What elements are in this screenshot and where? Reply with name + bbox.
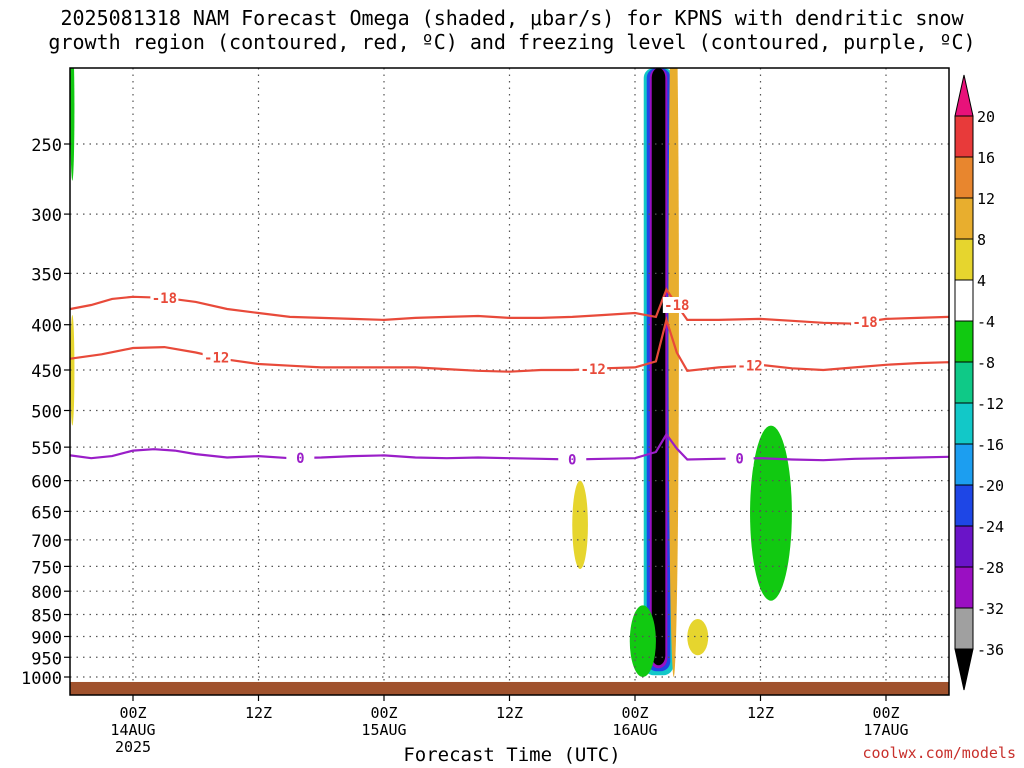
colorbar-swatch (954, 279, 974, 322)
ground-surface (70, 681, 949, 695)
colorbar-swatch (954, 361, 974, 404)
omega-shaded-region (687, 619, 709, 656)
omega-strong-ascent-column (651, 68, 666, 666)
y-tick-label: 950 (31, 649, 62, 669)
contour-label: 0 (568, 453, 576, 469)
colorbar-label: 12 (977, 190, 995, 208)
colorbar-label: -8 (977, 354, 995, 372)
colorbar-label: -36 (977, 641, 1004, 659)
y-tick-label: 600 (31, 473, 62, 493)
y-tick-label: 800 (31, 583, 62, 603)
omega-shaded-region (1009, 610, 1013, 657)
y-tick-label: 850 (31, 607, 62, 627)
y-tick-label: 300 (31, 206, 62, 226)
y-tick-label: 1000 (21, 669, 62, 689)
contour-label: -18 (852, 315, 877, 331)
omega-shaded-region (629, 605, 656, 677)
x-tick-label: 00Z (872, 704, 899, 722)
colorbar-swatch (954, 197, 974, 240)
colorbar-swatch (954, 238, 974, 281)
contour-label: 0 (735, 452, 743, 468)
colorbar-bottom-triangle (954, 648, 974, 691)
y-tick-label: 250 (31, 136, 62, 156)
contour-label-bg (286, 449, 315, 466)
y-tick-label: 400 (31, 317, 62, 337)
y-tick-label: 700 (31, 532, 62, 552)
x-tick-date: 14AUG (110, 721, 155, 739)
y-tick-label: 500 (31, 403, 62, 423)
colorbar-label: 16 (977, 149, 995, 167)
colorbar-swatch (954, 607, 974, 650)
y-tick-label: 350 (31, 265, 62, 285)
colorbar-label: -32 (977, 600, 1004, 618)
colorbar-swatch (954, 156, 974, 199)
x-tick-date: 15AUG (361, 721, 406, 739)
contour-label-bg (579, 360, 608, 377)
contour-label-bg (558, 451, 587, 468)
colorbar-swatch (954, 320, 974, 363)
colorbar-swatch (954, 443, 974, 486)
y-tick-label: 650 (31, 503, 62, 523)
colorbar-swatch (954, 115, 974, 158)
colorbar-swatch (954, 402, 974, 445)
omega-shaded-region (991, 159, 997, 295)
colorbar-swatch (954, 525, 974, 568)
x-axis-title: Forecast Time (UTC) (403, 744, 621, 766)
colorbar-label: 20 (977, 108, 995, 126)
colorbar-top-triangle (954, 74, 974, 117)
contour-label-bg (725, 450, 754, 467)
x-tick-date: 17AUG (863, 721, 908, 739)
contour-line-0 (70, 432, 949, 462)
contour-label: -12 (204, 350, 229, 366)
x-tick-label: 12Z (496, 704, 523, 722)
x-tick-label: 00Z (119, 704, 146, 722)
contour-label: -18 (664, 298, 689, 314)
chart-title-line2: growth region (contoured, red, ºC) and f… (48, 30, 976, 54)
colorbar-label: -20 (977, 477, 1004, 495)
x-tick-year: 2025 (115, 738, 151, 756)
colorbar-label: -4 (977, 313, 995, 331)
colorbar-swatch (954, 484, 974, 527)
y-tick-label: 450 (31, 362, 62, 382)
contour-label: -12 (737, 358, 762, 374)
colorbar-label: 4 (977, 272, 986, 290)
x-tick-label: 00Z (370, 704, 397, 722)
omega-shaded-region (70, 68, 75, 181)
y-tick-label: 550 (31, 439, 62, 459)
colorbar-swatch (954, 566, 974, 609)
omega-shaded-region (1015, 511, 1019, 586)
x-tick-date: 16AUG (612, 721, 657, 739)
omega-shaded-region (572, 480, 588, 569)
y-tick-label: 900 (31, 628, 62, 648)
y-tick-label: 750 (31, 558, 62, 578)
contour-label-bg (736, 357, 765, 374)
contour-label-bg (202, 349, 231, 366)
omega-shaded-region (750, 425, 792, 601)
contour-label: -12 (581, 362, 606, 378)
colorbar-label: -24 (977, 518, 1004, 536)
omega-shaded-region (668, 68, 679, 677)
contour-label: 0 (296, 451, 304, 467)
source-credit[interactable]: coolwx.com/models (862, 744, 1016, 762)
omega-shaded-region (976, 657, 980, 677)
chart-title-line1: 2025081318 NAM Forecast Omega (shaded, μ… (60, 6, 964, 30)
colorbar-label: -28 (977, 559, 1004, 577)
omega-shaded-region (70, 314, 75, 426)
colorbar-label: -12 (977, 395, 1004, 413)
omega-shaded-region (1004, 279, 1008, 387)
contour-label-bg (150, 289, 179, 306)
contour-label: -18 (152, 291, 177, 307)
x-tick-label: 12Z (245, 704, 272, 722)
x-tick-label: 00Z (621, 704, 648, 722)
contour-label-bg (662, 296, 691, 313)
colorbar-label: -16 (977, 436, 1004, 454)
x-tick-label: 12Z (747, 704, 774, 722)
contour-line-minus12 (70, 315, 949, 373)
contour-label-bg (851, 314, 880, 331)
colorbar-label: 8 (977, 231, 986, 249)
